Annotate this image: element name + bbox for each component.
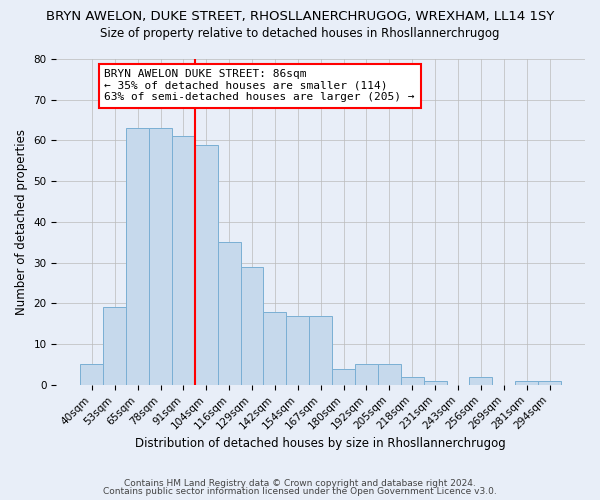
Text: Contains HM Land Registry data © Crown copyright and database right 2024.: Contains HM Land Registry data © Crown c…	[124, 478, 476, 488]
Bar	[401, 376, 424, 385]
Bar	[355, 364, 378, 385]
Bar	[332, 368, 355, 385]
Text: BRYN AWELON DUKE STREET: 86sqm
← 35% of detached houses are smaller (114)
63% of: BRYN AWELON DUKE STREET: 86sqm ← 35% of …	[104, 69, 415, 102]
Bar	[378, 364, 401, 385]
Text: Size of property relative to detached houses in Rhosllannerchrugog: Size of property relative to detached ho…	[100, 28, 500, 40]
Bar	[424, 381, 446, 385]
Bar	[172, 136, 195, 385]
X-axis label: Distribution of detached houses by size in Rhosllannerchrugog: Distribution of detached houses by size …	[136, 437, 506, 450]
Bar	[241, 266, 263, 385]
Bar	[218, 242, 241, 385]
Bar	[263, 312, 286, 385]
Bar	[515, 381, 538, 385]
Bar	[195, 144, 218, 385]
Bar	[309, 316, 332, 385]
Bar	[149, 128, 172, 385]
Bar	[286, 316, 309, 385]
Bar	[126, 128, 149, 385]
Bar	[538, 381, 561, 385]
Y-axis label: Number of detached properties: Number of detached properties	[15, 129, 28, 315]
Text: BRYN AWELON, DUKE STREET, RHOSLLANERCHRUGOG, WREXHAM, LL14 1SY: BRYN AWELON, DUKE STREET, RHOSLLANERCHRU…	[46, 10, 554, 23]
Bar	[469, 376, 493, 385]
Text: Contains public sector information licensed under the Open Government Licence v3: Contains public sector information licen…	[103, 487, 497, 496]
Bar	[103, 308, 126, 385]
Bar	[80, 364, 103, 385]
